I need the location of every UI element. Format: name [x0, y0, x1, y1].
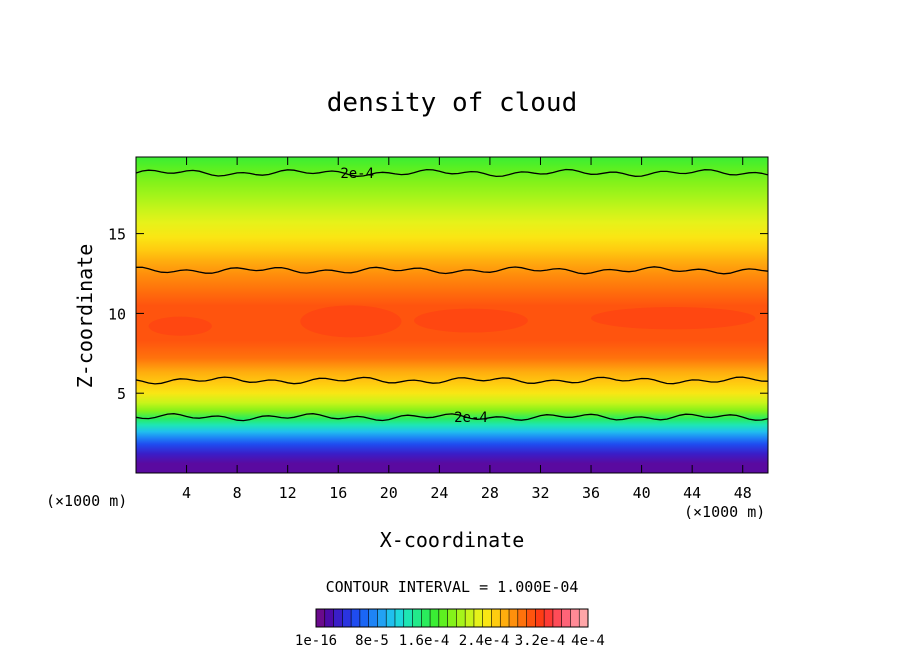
contour-lines: 2e-4 2e-4 [136, 166, 768, 426]
x-tick-label: 44 [683, 484, 701, 502]
colorbar-swatch [456, 609, 466, 627]
plot-frame [135, 156, 769, 474]
colorbar-label: 8e-5 [355, 633, 389, 649]
x-tick-label: 36 [582, 484, 600, 502]
x-tick-label: 40 [633, 484, 651, 502]
density-high-patch [148, 316, 212, 336]
x-tick-label: 8 [233, 484, 242, 502]
x-axis-label: X-coordinate [380, 528, 525, 552]
colorbar-label: 1e-16 [295, 633, 337, 649]
colorbar-swatch [359, 609, 369, 627]
y-axis: 5 10 15 [108, 226, 768, 403]
colorbar [315, 608, 589, 628]
x-tick-label: 20 [380, 484, 398, 502]
colorbar-swatch [368, 609, 378, 627]
colorbar-swatch [438, 609, 448, 627]
contour-label: 2e-4 [454, 410, 488, 426]
x-tick-label: 24 [430, 484, 448, 502]
x-unit-left: (×1000 m) [46, 492, 127, 510]
contour-label: 2e-4 [340, 166, 374, 182]
contour-line [136, 376, 768, 385]
colorbar-swatch [570, 609, 580, 627]
colorbar-swatch [394, 609, 405, 627]
colorbar-labels: 1e-16 8e-5 1.6e-4 2.4e-4 3.2e-4 4e-4 [295, 633, 605, 649]
colorbar-swatch [517, 609, 527, 627]
density-high-patch [414, 308, 528, 333]
colorbar-swatch [421, 609, 431, 627]
colorbar-swatch [500, 609, 510, 627]
colorbar-swatch [544, 609, 554, 627]
colorbar-swatch [579, 609, 589, 627]
colorbar-swatch [473, 609, 484, 627]
colorbar-frame [315, 608, 589, 628]
colorbar-swatch [552, 609, 562, 627]
colorbar-swatch [465, 609, 475, 627]
y-tick-label: 10 [108, 305, 126, 323]
y-tick-label: 15 [108, 226, 126, 244]
contour-interval-label: CONTOUR INTERVAL = 1.000E-04 [326, 578, 579, 596]
colorbar-swatch [482, 609, 492, 627]
x-tick-label: 32 [531, 484, 549, 502]
density-highs [148, 305, 756, 338]
colorbar-swatch [509, 609, 519, 627]
y-tick-label: 5 [117, 385, 126, 403]
colorbar-swatch [447, 609, 457, 627]
colorbar-swatch [526, 609, 536, 627]
colorbar-label: 3.2e-4 [515, 633, 566, 649]
colorbar-swatch [342, 609, 352, 627]
x-tick-label: 4 [182, 484, 191, 502]
colorbar-swatch [561, 609, 571, 627]
plot-area: 2e-4 2e-4 [136, 157, 768, 473]
colorbar-swatch [403, 609, 413, 627]
x-tick-label: 16 [329, 484, 347, 502]
x-tick-label: 28 [481, 484, 499, 502]
colorbar-label: 4e-4 [571, 633, 605, 649]
colorbar-label: 1.6e-4 [399, 633, 450, 649]
colorbar-swatch [377, 609, 387, 627]
colorbar-swatch [316, 609, 326, 627]
contour-line [136, 413, 768, 422]
colorbar-swatch [351, 609, 361, 627]
x-unit-right: (×1000 m) [684, 503, 765, 521]
colorbar-swatch [412, 609, 422, 627]
y-axis-label: Z-coordinate [73, 244, 97, 389]
colorbar-swatch [324, 609, 334, 627]
x-tick-label: 12 [279, 484, 297, 502]
x-tick-label: 48 [734, 484, 752, 502]
colorbar-label: 2.4e-4 [459, 633, 510, 649]
colorbar-swatch [333, 609, 343, 627]
density-high-patch [591, 307, 756, 330]
colorbar-swatch [386, 609, 396, 627]
contour-line [136, 266, 768, 275]
chart-title: density of cloud [327, 88, 577, 118]
colorbar-swatch [535, 609, 545, 627]
colorbar-swatch [491, 609, 501, 627]
density-high-patch [300, 305, 402, 338]
colorbar-swatch [430, 609, 440, 627]
x-axis: 4 8 12 16 20 24 28 32 36 40 44 48 [182, 157, 752, 502]
contour-line [136, 168, 768, 178]
